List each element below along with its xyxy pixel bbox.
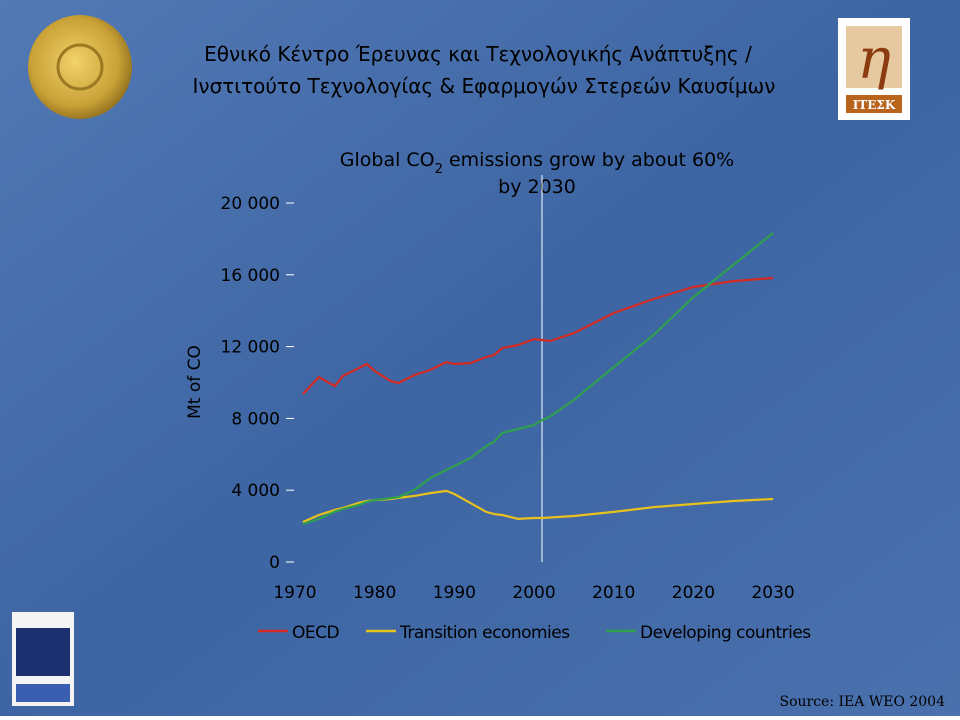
y-tick-label: 20 000 (221, 194, 280, 214)
logo-mark (846, 26, 902, 88)
y-tick-label: 4 000 (231, 481, 280, 501)
y-tick-label: 12 000 (221, 338, 280, 358)
gold-emblem (28, 15, 132, 119)
title-part: emissions grow by about 60% (443, 149, 734, 171)
x-tick-label: 2000 (512, 583, 555, 603)
legend-label: Transition economies (399, 623, 570, 643)
logo-glyph: η (857, 27, 891, 92)
program-logo-image (16, 628, 70, 676)
y-tick-label: 0 (269, 553, 280, 573)
title-subscript: 2 (435, 162, 443, 177)
x-tick-label: 1970 (273, 583, 316, 603)
series-line (302, 276, 774, 395)
chart-title: by 2030 (498, 176, 576, 198)
header-title: Εθνικό Κέντρο Έρευνας και Τεχνολογικής Α… (204, 42, 752, 66)
emblem-ring (56, 43, 104, 91)
logo-band (846, 95, 902, 113)
program-logo-flags (16, 684, 70, 702)
x-tick-label: 1990 (433, 583, 476, 603)
legend-label: OECD (292, 623, 339, 643)
x-tick-label: 2030 (751, 583, 794, 603)
series-line (302, 232, 774, 525)
y-tick-label: 8 000 (231, 409, 280, 429)
series-line (302, 489, 774, 524)
chart-title: Global CO2 emissions grow by about 60% (340, 149, 734, 177)
title-part: Global CO (340, 149, 435, 171)
header-title: Ινστιτούτο Τεχνολογίας & Εφαρμογών Στερε… (193, 74, 776, 98)
x-tick-label: 2020 (672, 583, 715, 603)
y-tick-label: 16 000 (221, 266, 280, 286)
legend-label: Developing countries (640, 623, 811, 643)
x-tick-label: 1980 (353, 583, 396, 603)
logo-text: ITEΣK (853, 98, 896, 112)
source: Source: IEA WEO 2004 (780, 694, 946, 710)
x-tick-label: 2010 (592, 583, 635, 603)
y-axis-label: Mt of CO (185, 345, 205, 419)
